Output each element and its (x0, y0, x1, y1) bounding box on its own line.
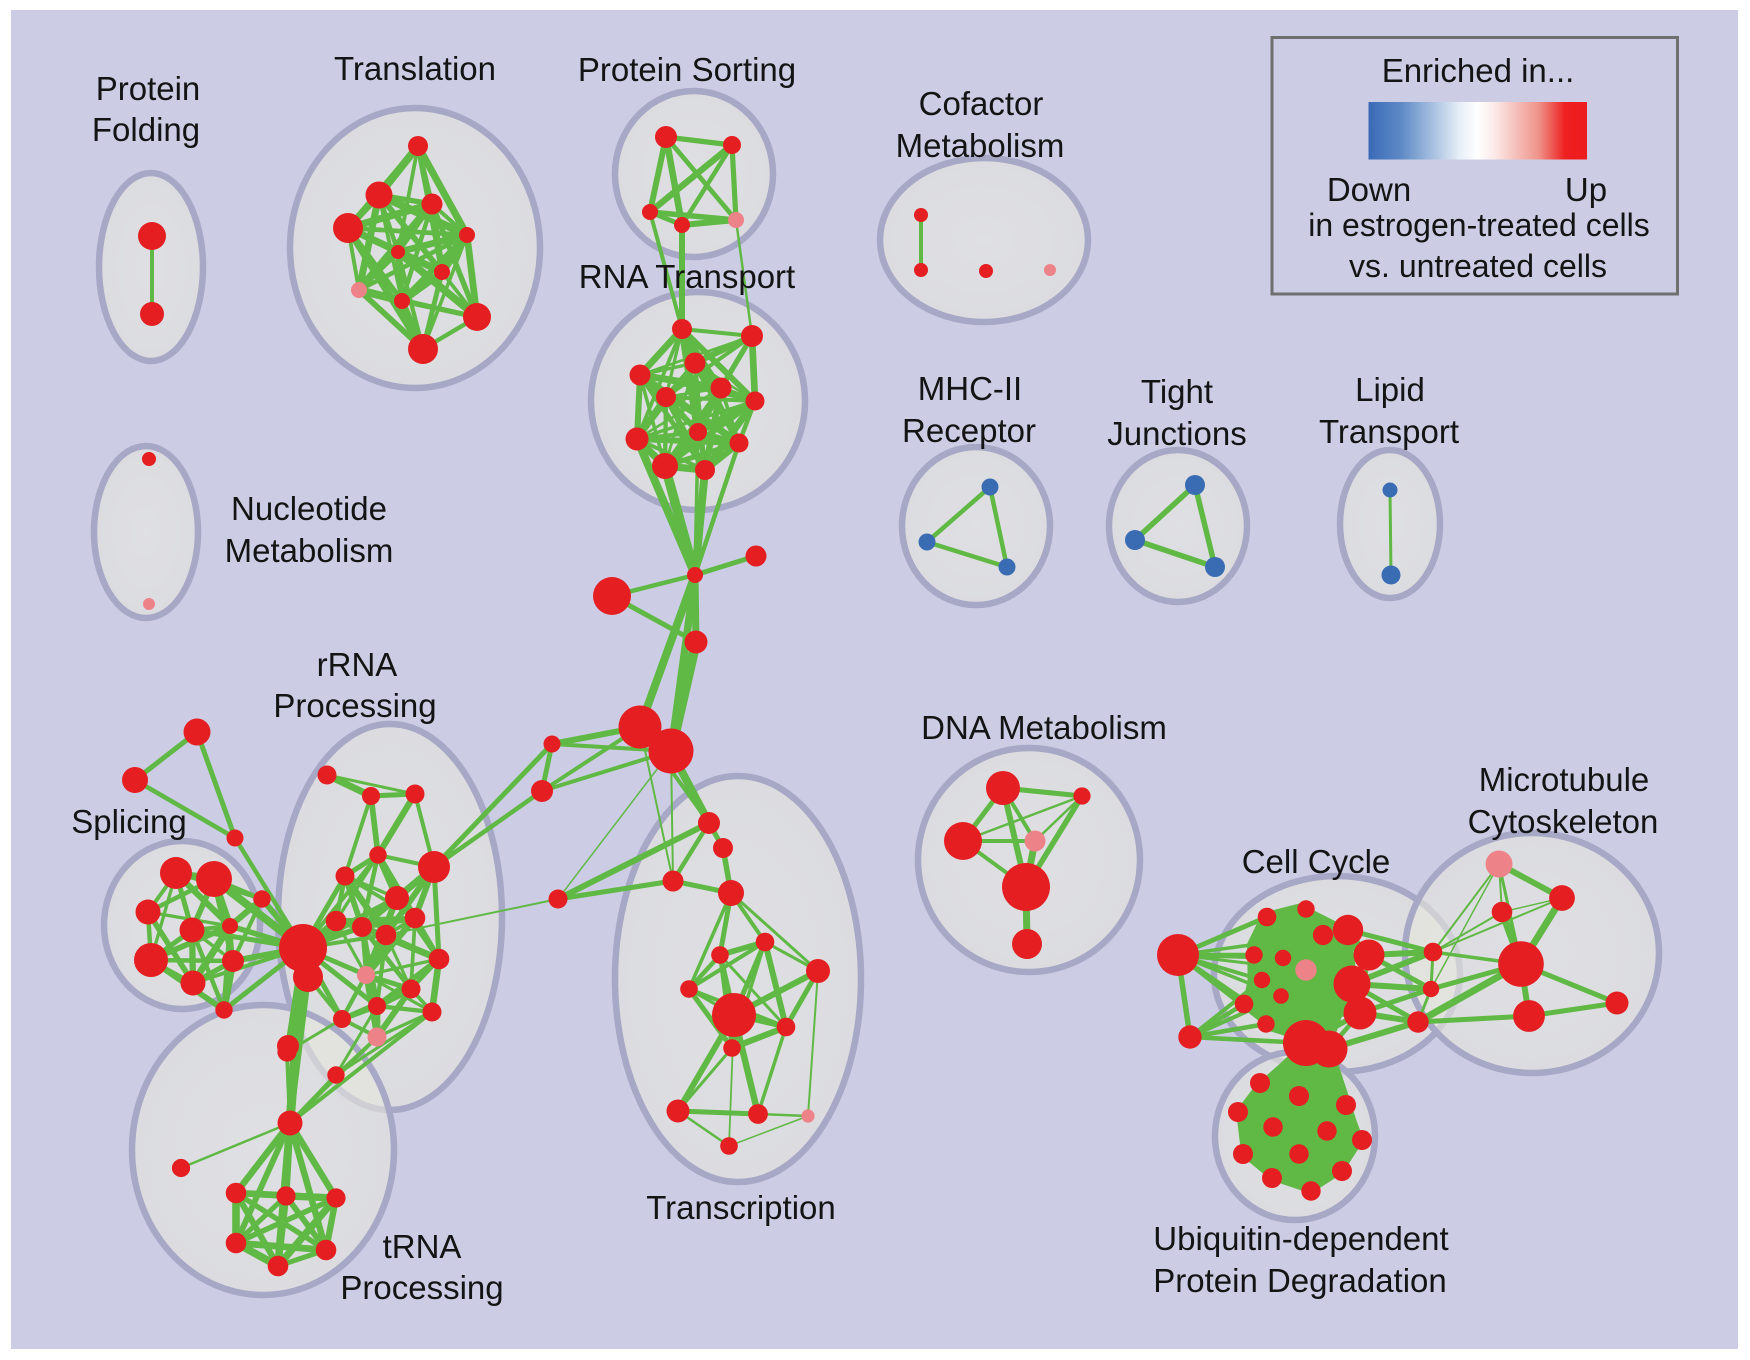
svg-text:Processing: Processing (273, 687, 436, 724)
svg-text:Ubiquitin-dependent: Ubiquitin-dependent (1153, 1220, 1448, 1257)
svg-text:Translation: Translation (334, 50, 496, 87)
svg-text:Up: Up (1565, 171, 1607, 208)
svg-text:Splicing: Splicing (71, 803, 187, 840)
svg-text:Enriched in...: Enriched in... (1382, 52, 1575, 89)
svg-text:Protein: Protein (96, 70, 201, 107)
svg-text:Metabolism: Metabolism (896, 127, 1065, 164)
svg-text:Folding: Folding (92, 111, 200, 148)
svg-text:DNA Metabolism: DNA Metabolism (921, 709, 1167, 746)
svg-text:Cofactor: Cofactor (919, 85, 1044, 122)
svg-text:in estrogen-treated cells: in estrogen-treated cells (1308, 207, 1650, 243)
svg-text:Transport: Transport (1319, 413, 1459, 450)
svg-text:Microtubule: Microtubule (1479, 761, 1650, 798)
svg-text:Lipid: Lipid (1355, 371, 1425, 408)
svg-text:vs. untreated cells: vs. untreated cells (1349, 248, 1607, 284)
svg-text:Down: Down (1327, 171, 1411, 208)
svg-text:Protein Sorting: Protein Sorting (578, 51, 796, 88)
svg-text:Protein Degradation: Protein Degradation (1153, 1262, 1447, 1299)
svg-text:Processing: Processing (340, 1269, 503, 1306)
svg-text:Tight: Tight (1141, 373, 1213, 410)
svg-text:rRNA: rRNA (317, 646, 398, 683)
svg-text:tRNA: tRNA (383, 1228, 462, 1265)
svg-text:Transcription: Transcription (646, 1189, 836, 1226)
svg-text:Cell Cycle: Cell Cycle (1242, 843, 1391, 880)
svg-text:RNA Transport: RNA Transport (579, 258, 795, 295)
svg-text:Junctions: Junctions (1107, 415, 1246, 452)
svg-text:Receptor: Receptor (902, 412, 1036, 449)
svg-text:Metabolism: Metabolism (225, 532, 394, 569)
svg-text:MHC-II: MHC-II (918, 370, 1022, 407)
svg-text:Cytoskeleton: Cytoskeleton (1468, 803, 1659, 840)
svg-text:Nucleotide: Nucleotide (231, 490, 387, 527)
